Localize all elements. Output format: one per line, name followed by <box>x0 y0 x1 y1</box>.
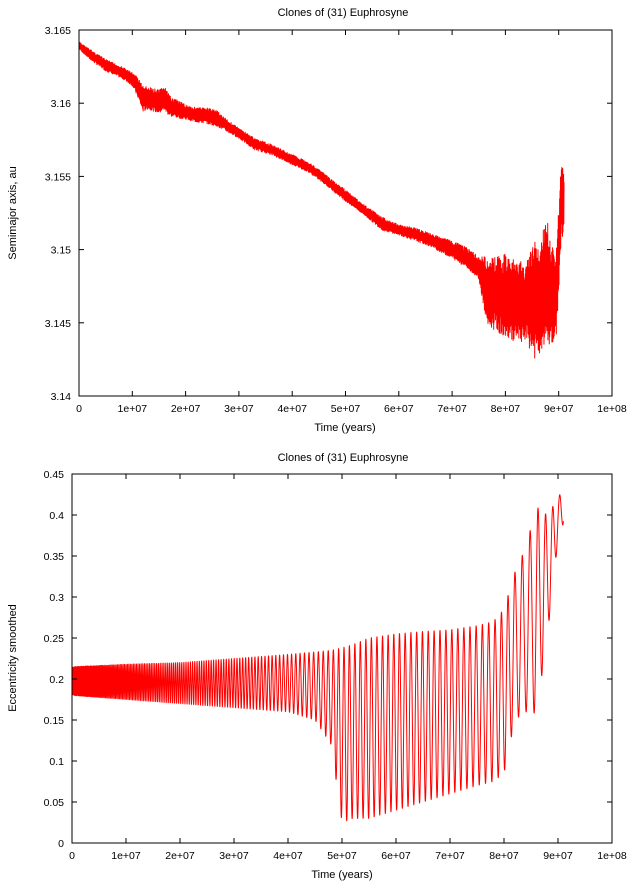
y-tick-label: 0.35 <box>44 551 65 563</box>
x-axis-ticks: 0 1e+07 2e+07 3e+07 4e+07 5e+07 6e+07 7e+07 8e+0… <box>76 30 627 415</box>
y-tick-label: 0.1 <box>49 756 64 768</box>
x-tick-label: 7e+07 <box>437 403 467 415</box>
x-tick-label: 1e+07 <box>118 403 148 415</box>
x-tick-label: 4e+07 <box>277 403 307 415</box>
x-tick-label: 8e+07 <box>489 850 519 862</box>
x-axis-label: Time (years) <box>314 422 375 434</box>
x-tick-label: 3e+07 <box>219 850 249 862</box>
x-tick-label: 9e+07 <box>544 403 574 415</box>
x-axis-label: Time (years) <box>311 869 372 881</box>
y-tick-label: 0.15 <box>44 715 65 727</box>
x-tick-label: 0 <box>69 850 75 862</box>
chart-title: Clones of (31) Euphrosyne <box>278 452 409 464</box>
x-tick-label: 4e+07 <box>273 850 303 862</box>
chart-semimajor-axis: Clones of (31) Euphrosyne 0 1e+07 2e+07 3e+… <box>7 7 627 434</box>
y-tick-label: 3.145 <box>45 318 71 330</box>
x-tick-label: 1e+08 <box>597 403 627 415</box>
chart-title: Clones of (31) Euphrosyne <box>278 7 409 19</box>
y-tick-label: 3.155 <box>45 171 71 183</box>
plot-clip-group <box>79 41 565 359</box>
x-tick-label: 2e+07 <box>165 850 195 862</box>
x-tick-label: 1e+07 <box>111 850 141 862</box>
y-tick-label: 3.165 <box>45 25 71 37</box>
y-tick-label: 0 <box>58 838 64 850</box>
x-tick-label: 3e+07 <box>224 403 254 415</box>
x-axis-ticks: 0 1e+07 2e+07 3e+07 4e+07 5e+07 6e+07 7e+07 8e+0… <box>69 474 627 862</box>
x-tick-label: 5e+07 <box>331 403 361 415</box>
y-tick-label: 0.05 <box>44 797 65 809</box>
x-tick-label: 2e+07 <box>171 403 201 415</box>
y-axis-label: Semimajor axis, au <box>7 166 19 260</box>
x-tick-label: 0 <box>76 403 82 415</box>
x-tick-label: 6e+07 <box>384 403 414 415</box>
y-axis-label: Eccentricity smoothed <box>7 604 19 712</box>
y-tick-label: 3.14 <box>51 391 72 403</box>
y-tick-label: 3.15 <box>51 245 72 257</box>
x-tick-label: 1e+08 <box>597 850 627 862</box>
y-tick-label: 3.16 <box>51 98 72 110</box>
y-tick-label: 0.3 <box>49 592 64 604</box>
x-tick-label: 7e+07 <box>435 850 465 862</box>
y-tick-label: 0.45 <box>44 469 65 481</box>
y-axis-ticks: 0 0.05 0.1 0.15 0.2 0.25 0.3 0.35 0.4 0.45 <box>44 469 612 850</box>
data-series-eccentricity <box>72 494 564 822</box>
chart-eccentricity: Clones of (31) Euphrosyne 0 1e+07 2e+07 3e+… <box>7 452 627 881</box>
x-tick-label: 8e+07 <box>491 403 521 415</box>
x-tick-label: 5e+07 <box>327 850 357 862</box>
x-tick-label: 9e+07 <box>543 850 573 862</box>
plot-clip-group <box>72 494 564 822</box>
data-series-semimajor-axis <box>79 41 565 359</box>
y-tick-label: 0.4 <box>49 510 64 522</box>
y-tick-label: 0.2 <box>49 674 64 686</box>
y-tick-label: 0.25 <box>44 633 65 645</box>
x-tick-label: 6e+07 <box>381 850 411 862</box>
y-axis-ticks: 3.14 3.145 3.15 3.155 3.16 3.165 <box>45 25 612 403</box>
